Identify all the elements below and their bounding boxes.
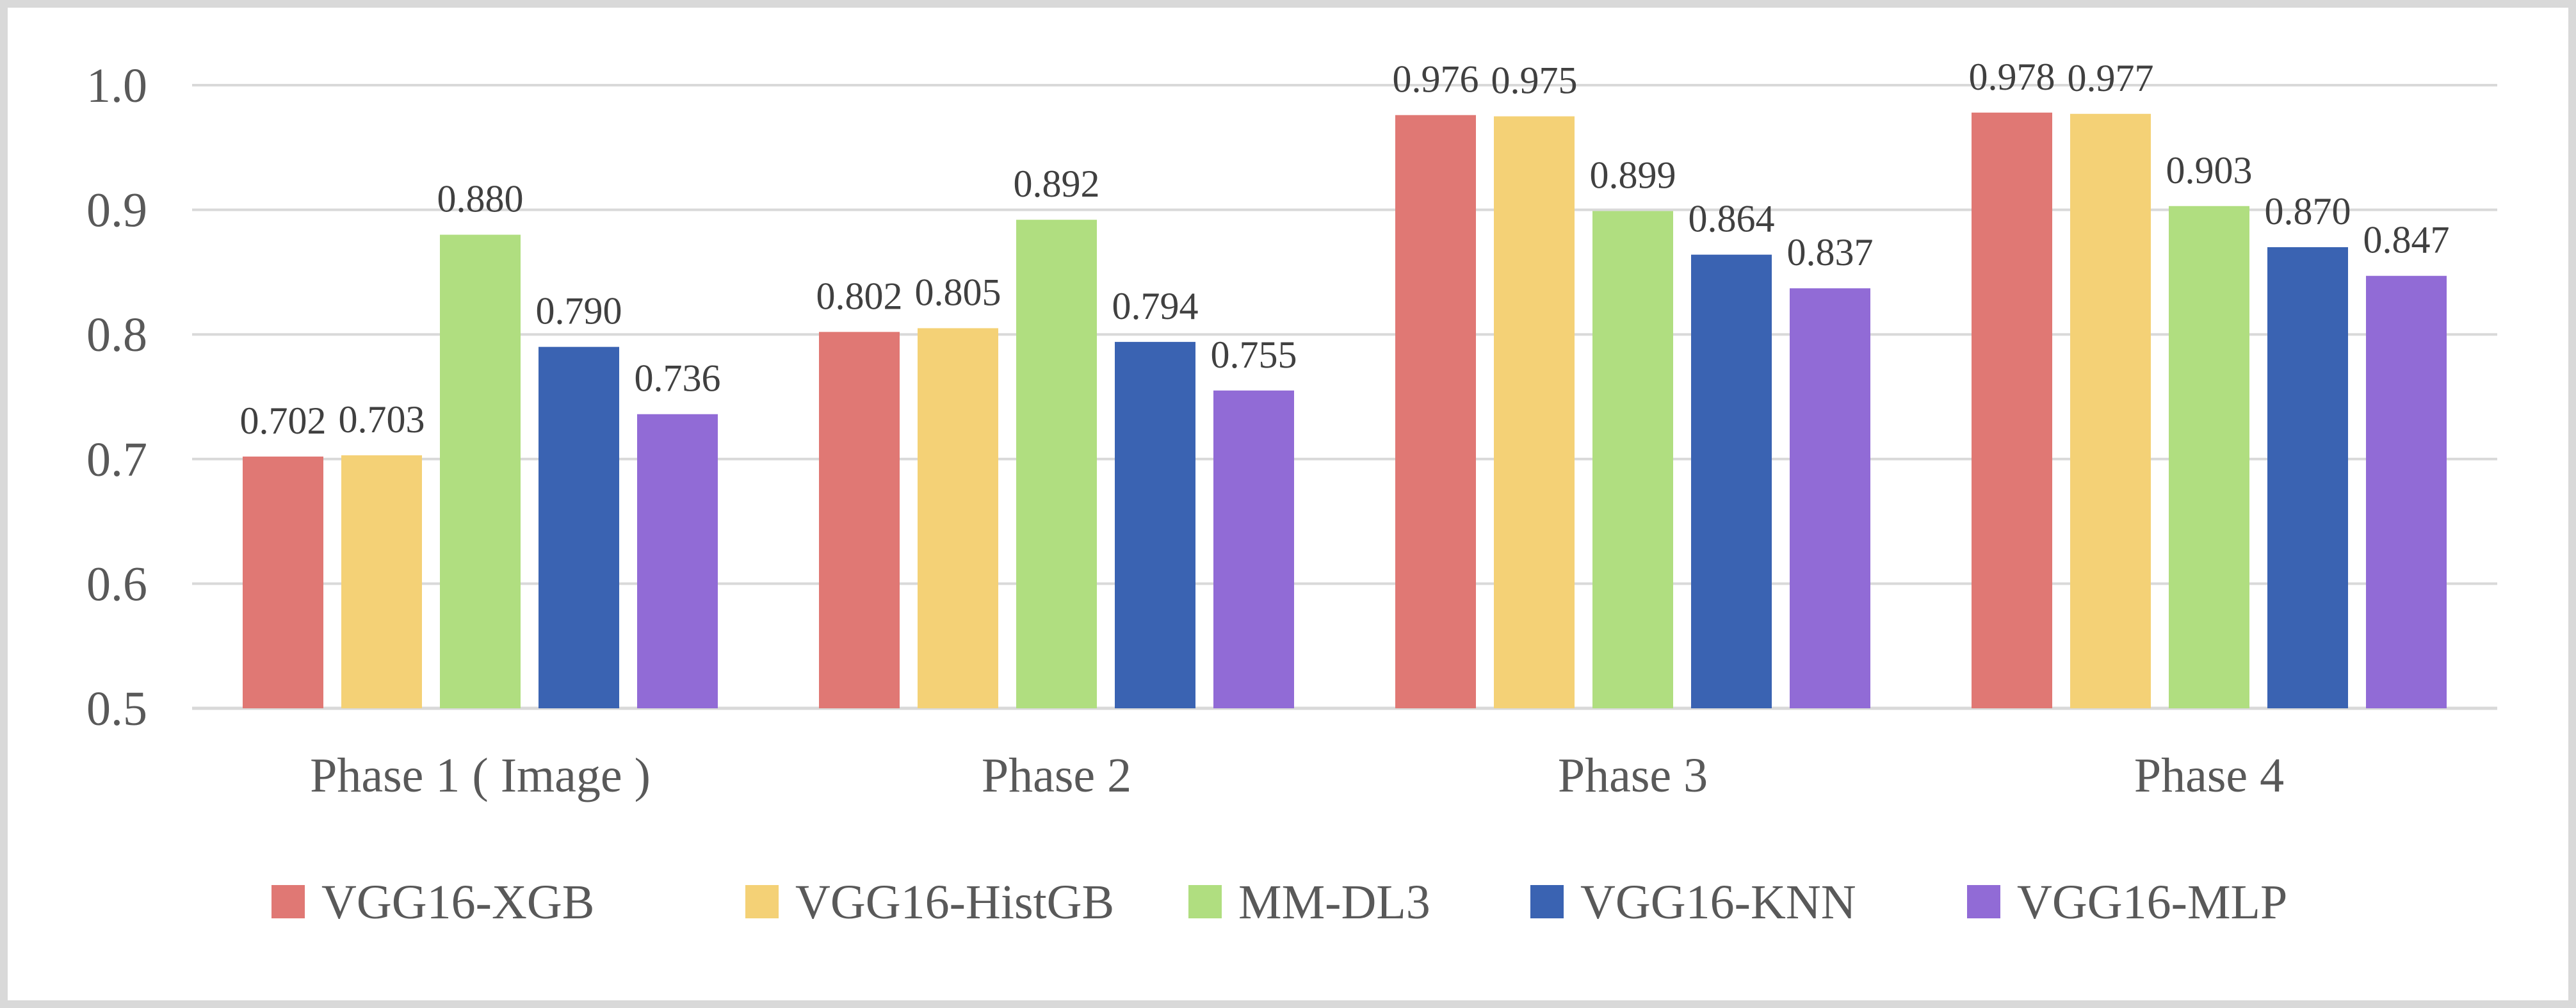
bar-vgg16-xgb	[819, 332, 900, 708]
bar-vgg16-mlp	[1213, 390, 1294, 708]
legend-swatch	[745, 885, 779, 918]
bar-mm-dl3	[2169, 206, 2249, 709]
data-label: 0.794	[1112, 285, 1199, 327]
data-label: 0.702	[240, 400, 327, 442]
y-tick-label: 0.9	[86, 184, 147, 238]
bar-vgg16-histgb	[918, 328, 998, 708]
x-category-label: Phase 3	[1558, 749, 1708, 802]
bar-vgg16-mlp	[2366, 275, 2447, 708]
y-tick-label: 0.7	[86, 433, 147, 487]
data-label: 0.870	[2265, 190, 2351, 232]
data-label: 0.892	[1014, 163, 1100, 205]
data-label: 0.755	[1211, 334, 1297, 376]
legend-label: VGG16-XGB	[321, 875, 594, 929]
bar-chart: 0.50.60.70.80.91.0 0.702 0.7030.8800.7900…	[86, 56, 2497, 929]
legend-swatch	[1967, 885, 2000, 918]
legend-label: VGG16-KNN	[1580, 875, 1856, 929]
data-label: 0.899	[1590, 154, 1676, 197]
data-label: 0.805	[915, 271, 1001, 313]
data-label: 0.975	[1491, 60, 1578, 102]
chart-frame: 0.5 0.6 0.7 0.8 0.9 1.0 0.702 0.703 0.880 0.790 0…	[8, 8, 2568, 1000]
bar-series	[243, 112, 2447, 709]
y-axis-tick-labels: 0.5 0.6 0.7 0.8 0.9 1.0	[86, 59, 147, 736]
legend-label: VGG16-HistGB	[795, 875, 1114, 929]
y-tick-label: 0.5	[86, 682, 147, 736]
data-labels: 0.702 0.703 0.880 0.790 0.736 0.802 0.805 0.892…	[240, 56, 2450, 442]
gridlines	[192, 84, 2497, 710]
bar-vgg16-knn	[1115, 341, 1195, 708]
legend-swatch	[1530, 885, 1564, 918]
bar-vgg16-knn	[1691, 254, 1772, 708]
bar-vgg16-mlp	[1790, 288, 1870, 708]
bar-vgg16-xgb	[1395, 115, 1476, 709]
data-label: 0.802	[816, 275, 903, 317]
data-label: 0.978	[1969, 56, 2055, 98]
x-category-label: Phase 4	[2134, 749, 2284, 802]
bar-vgg16-histgb	[341, 455, 422, 708]
data-label: 0.864	[1689, 198, 1775, 240]
bar-mm-dl3	[440, 234, 521, 708]
y-tick-label: 1.0	[86, 59, 147, 113]
data-label: 0.847	[2363, 219, 2450, 261]
bar-vgg16-histgb	[2070, 113, 2151, 708]
bar-vgg16-xgb	[1972, 112, 2052, 708]
data-label: 0.977	[2068, 57, 2154, 99]
legend: VGG16-XGB VGG16-HistGB MM-DL3 VGG16-KNN VGG1…	[271, 875, 2287, 929]
bar-vgg16-mlp	[637, 414, 718, 708]
data-label: 0.880	[437, 178, 524, 220]
bar-vgg16-knn	[2267, 247, 2348, 709]
y-tick-label: 0.6	[86, 557, 147, 611]
data-label: 0.703	[339, 398, 425, 441]
legend-swatch	[271, 885, 305, 918]
bar-vgg16-xgb	[243, 456, 323, 708]
y-tick-label: 0.8	[86, 308, 147, 362]
legend-swatch	[1188, 885, 1222, 918]
data-label: 0.736	[635, 357, 721, 400]
legend-label: VGG16-MLP	[2017, 875, 2287, 929]
data-label: 0.790	[536, 290, 622, 332]
x-category-label: Phase 2	[982, 749, 1131, 802]
bar-mm-dl3	[1016, 220, 1097, 709]
x-axis-category-labels: Phase 1 ( Image ) Phase 2 Phase 3 Phase 4	[310, 749, 2284, 802]
bar-mm-dl3	[1592, 211, 1673, 708]
x-category-label: Phase 1 ( Image )	[310, 749, 651, 802]
data-label: 0.976	[1393, 58, 1479, 101]
data-label: 0.903	[2166, 149, 2253, 191]
bar-vgg16-histgb	[1494, 116, 1575, 708]
bar-vgg16-knn	[539, 346, 619, 708]
data-label: 0.837	[1787, 231, 1874, 273]
legend-label: MM-DL3	[1238, 875, 1430, 929]
